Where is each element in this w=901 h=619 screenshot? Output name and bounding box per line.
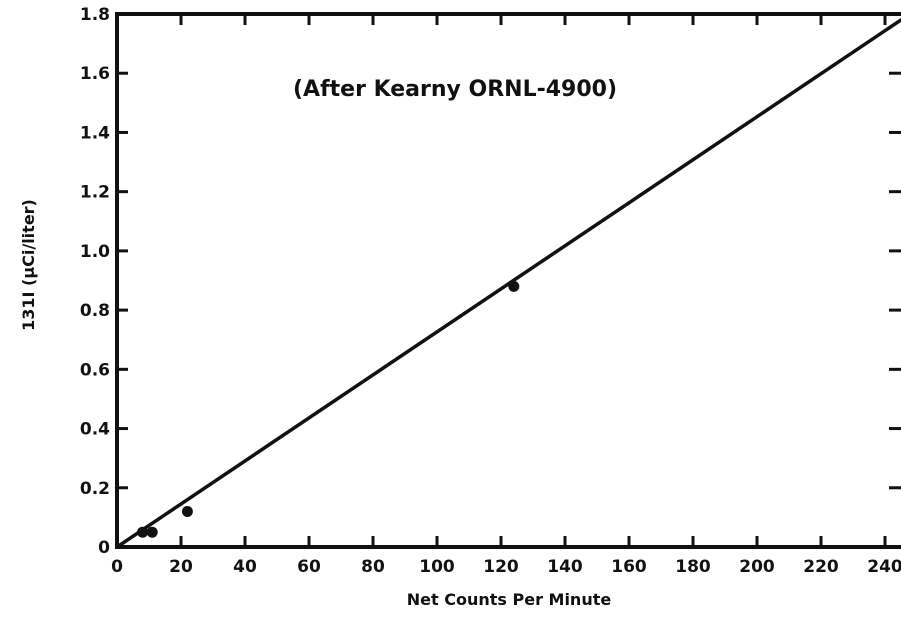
y-tick-label-1.0: 1.0 (80, 242, 110, 262)
x-tick-label-20: 20 (169, 557, 193, 577)
data-point-3 (181, 505, 193, 517)
x-tick-label-160: 160 (611, 557, 647, 577)
data-point-4 (508, 280, 520, 292)
y-tick-label-1.8: 1.8 (80, 5, 110, 25)
fit-line (115, 18, 901, 549)
y-tick-label-0.4: 0.4 (80, 420, 110, 440)
x-tick-label-120: 120 (483, 557, 519, 577)
x-tick-label-180: 180 (675, 557, 711, 577)
y-axis-title: 131I (µCi/liter) (19, 199, 38, 331)
data-point-1 (137, 526, 149, 538)
y-tick-label-1.2: 1.2 (80, 183, 110, 203)
data-points (137, 280, 520, 538)
x-tick-label-80: 80 (361, 557, 385, 577)
chart-annotation: (After Kearny ORNL-4900) (293, 77, 617, 102)
y-tick-label-0.8: 0.8 (80, 301, 110, 321)
plot-frame (115, 12, 901, 549)
x-tick-label-200: 200 (739, 557, 775, 577)
y-tick-label-1.4: 1.4 (80, 123, 110, 143)
x-tick-label-220: 220 (803, 557, 839, 577)
x-tick-label-140: 140 (547, 557, 583, 577)
data-point-2 (146, 526, 158, 538)
x-axis-title: Net Counts Per Minute (407, 590, 612, 609)
x-tick-label-100: 100 (419, 557, 455, 577)
x-tick-label-60: 60 (297, 557, 321, 577)
fit-line-group (115, 18, 901, 549)
y-tick-label-0: 0 (98, 538, 110, 558)
x-tick-label-40: 40 (233, 557, 257, 577)
y-tick-label-1.6: 1.6 (80, 64, 110, 84)
x-tick-label-0: 0 (111, 557, 123, 577)
x-tick-label-240: 240 (867, 557, 901, 577)
ticks (117, 12, 901, 547)
y-tick-label-0.2: 0.2 (80, 479, 110, 499)
y-tick-label-0.6: 0.6 (80, 360, 110, 380)
tick-labels: 0 20 40 60 80 100 120 140 160 180 200 220 240 0 0.2 0.4… (80, 5, 901, 577)
